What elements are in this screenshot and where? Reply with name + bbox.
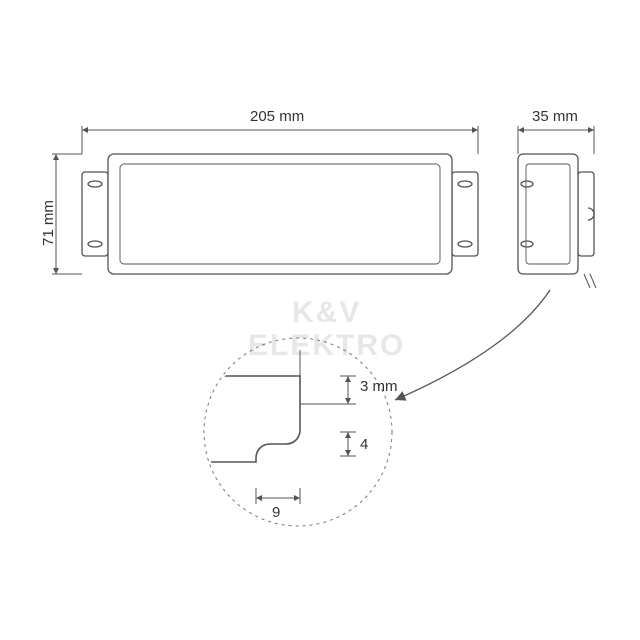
dim-width-label: 35 mm: [532, 108, 578, 125]
detail-9-label: 9: [272, 504, 280, 521]
detail-4-label: 4: [360, 436, 368, 453]
dim-length-label: 205 mm: [250, 108, 304, 125]
drawing-svg: [0, 0, 640, 640]
drawing-canvas: K&V ELEKTRO: [0, 0, 640, 640]
dim-width: [518, 126, 594, 154]
dim-length: [82, 126, 478, 154]
dim-height-label: 71 mm: [40, 200, 57, 246]
top-view: [82, 154, 478, 274]
detail-3mm-label: 3 mm: [360, 378, 398, 395]
callout-arrow: [395, 290, 550, 400]
side-view: [518, 154, 596, 288]
detail-view: [204, 338, 392, 526]
